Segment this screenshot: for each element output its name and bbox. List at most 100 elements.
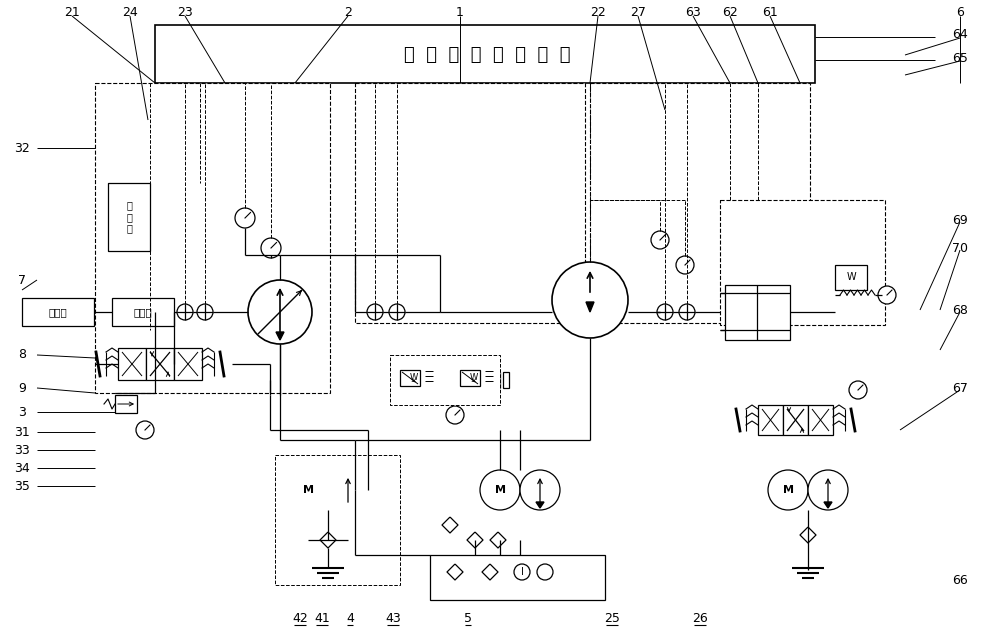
Circle shape — [389, 304, 405, 320]
Text: 8: 8 — [18, 349, 26, 361]
Text: 34: 34 — [14, 462, 30, 474]
Bar — [400, 372, 420, 388]
Text: M: M — [782, 485, 794, 495]
Text: 42: 42 — [292, 611, 308, 625]
Text: 放
大
器: 放 大 器 — [126, 200, 132, 233]
Bar — [174, 348, 202, 380]
Bar — [758, 405, 783, 435]
Bar — [397, 372, 403, 388]
Circle shape — [480, 470, 520, 510]
Bar — [115, 395, 137, 413]
Bar — [423, 372, 429, 388]
Bar — [590, 83, 810, 323]
Bar — [390, 355, 500, 405]
Circle shape — [136, 421, 154, 439]
Circle shape — [808, 470, 848, 510]
Bar — [720, 200, 885, 325]
Text: 66: 66 — [952, 574, 968, 586]
Circle shape — [197, 304, 213, 320]
Circle shape — [537, 564, 553, 580]
Text: 2: 2 — [344, 6, 352, 18]
Text: W: W — [846, 272, 856, 282]
Circle shape — [651, 231, 669, 249]
Polygon shape — [824, 502, 832, 508]
Circle shape — [514, 564, 530, 580]
Bar — [463, 368, 485, 388]
Text: 23: 23 — [177, 6, 193, 18]
Text: 发动机: 发动机 — [49, 307, 67, 317]
Text: W: W — [470, 373, 478, 382]
Bar — [503, 372, 509, 388]
Circle shape — [849, 381, 867, 399]
Text: 61: 61 — [762, 6, 778, 18]
Circle shape — [367, 304, 383, 320]
Text: 64: 64 — [952, 29, 968, 41]
Bar — [477, 372, 483, 388]
Circle shape — [446, 406, 464, 424]
Text: 1: 1 — [456, 6, 464, 18]
Circle shape — [768, 470, 808, 510]
Polygon shape — [276, 332, 284, 340]
Circle shape — [676, 256, 694, 274]
Text: 21: 21 — [64, 6, 80, 18]
Bar — [480, 372, 500, 388]
Text: 试  验  台  架  测  控  系  统: 试 验 台 架 测 控 系 统 — [404, 46, 570, 64]
Text: 22: 22 — [590, 6, 606, 18]
Text: M: M — [494, 485, 506, 495]
Circle shape — [878, 286, 896, 304]
Text: 26: 26 — [692, 611, 708, 625]
Bar — [430, 555, 605, 600]
Text: 31: 31 — [14, 425, 30, 438]
Text: 63: 63 — [685, 6, 701, 18]
Text: 68: 68 — [952, 303, 968, 317]
Bar — [22, 298, 94, 326]
Text: 33: 33 — [14, 443, 30, 457]
Text: 65: 65 — [952, 52, 968, 64]
Bar — [118, 348, 146, 380]
Text: 6: 6 — [956, 6, 964, 18]
Text: 27: 27 — [630, 6, 646, 18]
Text: 9: 9 — [18, 382, 26, 394]
Circle shape — [177, 304, 193, 320]
Circle shape — [328, 470, 368, 510]
Text: 43: 43 — [385, 611, 401, 625]
Text: 70: 70 — [952, 242, 968, 254]
Text: 7: 7 — [18, 273, 26, 286]
Text: I: I — [521, 567, 523, 577]
Text: 25: 25 — [604, 611, 620, 625]
Text: 41: 41 — [314, 611, 330, 625]
Circle shape — [552, 262, 628, 338]
Text: 35: 35 — [14, 480, 30, 492]
Text: M: M — [302, 485, 314, 495]
Polygon shape — [586, 302, 594, 312]
Text: 62: 62 — [722, 6, 738, 18]
Circle shape — [235, 208, 255, 228]
Text: 3: 3 — [18, 406, 26, 418]
Text: 67: 67 — [952, 382, 968, 394]
Bar — [275, 455, 400, 585]
Text: 变速箱: 变速箱 — [134, 307, 152, 317]
Bar — [146, 348, 174, 380]
Bar — [808, 405, 833, 435]
Circle shape — [679, 304, 695, 320]
Bar — [400, 370, 420, 386]
Text: 32: 32 — [14, 141, 30, 155]
Bar — [108, 183, 150, 251]
Text: 69: 69 — [952, 214, 968, 226]
Bar — [460, 370, 480, 386]
Circle shape — [261, 238, 281, 258]
Bar — [835, 265, 867, 290]
Text: 4: 4 — [346, 611, 354, 625]
Circle shape — [248, 280, 312, 344]
Bar — [155, 25, 815, 83]
Text: 24: 24 — [122, 6, 138, 18]
Bar — [112, 298, 174, 326]
Polygon shape — [536, 502, 544, 508]
Circle shape — [288, 470, 328, 510]
Circle shape — [520, 470, 560, 510]
Circle shape — [657, 304, 673, 320]
Text: 5: 5 — [464, 611, 472, 625]
Bar — [783, 405, 808, 435]
Bar — [403, 368, 425, 388]
Polygon shape — [344, 502, 352, 508]
